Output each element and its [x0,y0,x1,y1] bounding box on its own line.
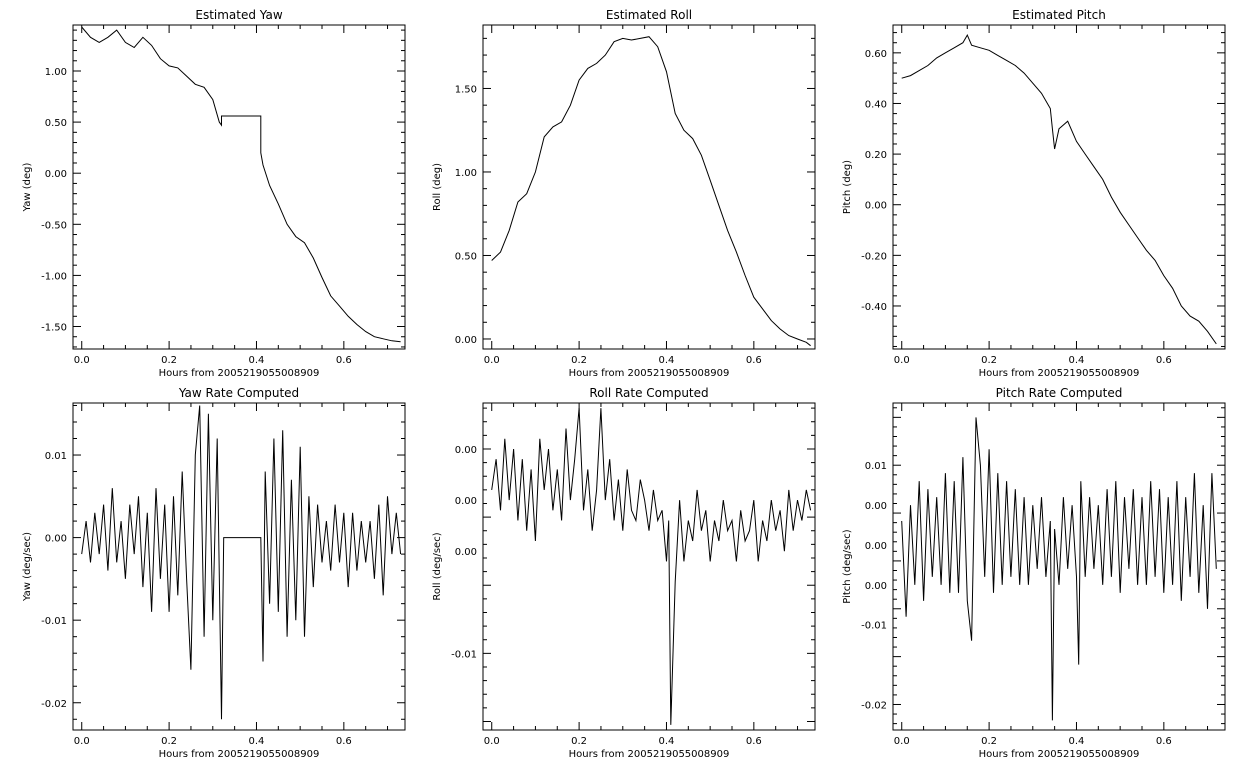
y-tick-label: 0.00 [865,201,887,212]
y-tick-label: 0.00 [455,445,477,456]
y-tick-label: 0.40 [865,99,887,110]
y-tick-label: 0.01 [45,451,67,462]
chart-pitch: Estimated Pitch 0.0 0.2 0.4 0.6 -0.40 -0.20 0.0… [842,8,1226,379]
y-tick-label: 0.60 [865,49,887,60]
y-tick-label: 1.00 [455,168,477,179]
plot-frame-roll-rate [482,402,816,731]
chart-yaw-rate: Yaw Rate Computed 0.0 0.2 0.4 0.6 -0.02 -0.01 0… [22,386,406,760]
y-tick-label: -0.20 [861,251,887,262]
x-tick-label: 0.6 [336,736,352,747]
y-tick-label: 0.00 [865,541,887,552]
x-tick-label: 0.4 [249,736,265,747]
y-tick-label: 0.50 [455,251,477,262]
y-tick-label: -0.02 [41,699,67,710]
x-tick-label: 0.2 [981,736,997,747]
x-tick-label: 0.0 [74,355,90,366]
x-tick-label: 0.0 [484,355,500,366]
x-tick-label: 0.6 [336,355,352,366]
y-tick-label: 0.00 [455,496,477,507]
x-tick-label: 0.4 [659,355,675,366]
y-axis-label-roll: Roll (deg) [432,163,443,211]
x-tick-label: 0.2 [571,736,587,747]
series-line-pitch [901,33,1217,345]
y-tick-label: 0.00 [865,581,887,592]
x-tick-label: 0.6 [746,355,762,366]
chart-roll-rate: Roll Rate Computed 0.0 0.2 0.4 0.6 -0.01 0.00 0… [432,386,816,760]
y-tick-label: -1.00 [41,271,67,282]
chart-title-yaw-rate: Yaw Rate Computed [178,386,299,400]
y-tick-label: 0.01 [865,461,887,472]
x-tick-label: 0.4 [249,355,265,366]
y-tick-label: 0.00 [45,534,67,545]
x-tick-label: 0.4 [1069,736,1085,747]
plot-frame-roll [482,24,816,350]
x-tick-label: 0.2 [981,355,997,366]
y-tick-label: -0.50 [41,220,67,231]
y-axis-label-roll-rate: Roll (deg/sec) [432,532,443,600]
x-axis-label-roll: Hours from 2005219055008909 [569,368,730,379]
y-tick-label: 0.20 [865,150,887,161]
chart-roll: Estimated Roll 0.0 0.2 0.4 0.6 0.00 0.50 1.00 1.… [432,8,816,379]
chart-title-yaw: Estimated Yaw [195,8,282,22]
x-axis-label-pitch: Hours from 2005219055008909 [979,368,1140,379]
y-tick-label: -1.50 [41,323,67,334]
series-line-yaw-rate [81,405,402,720]
x-tick-label: 0.2 [161,355,177,366]
y-axis-label-yaw: Yaw (deg) [22,162,33,212]
chart-title-pitch: Estimated Pitch [1012,8,1106,22]
x-tick-label: 0.6 [1156,355,1172,366]
y-tick-label: 1.50 [455,84,477,95]
y-tick-label: 0.00 [45,169,67,180]
x-tick-label: 0.2 [161,736,177,747]
x-tick-label: 0.4 [659,736,675,747]
y-axis-label-yaw-rate: Yaw (deg/sec) [22,532,33,602]
x-tick-label: 0.0 [894,355,910,366]
y-tick-label: 0.50 [45,118,67,129]
y-tick-label: -0.01 [861,621,887,632]
y-tick-label: -0.01 [451,649,477,660]
series-line-yaw [81,26,401,343]
y-tick-label: -0.02 [861,700,887,711]
y-axis-label-pitch: Pitch (deg) [842,160,853,214]
chart-title-pitch-rate: Pitch Rate Computed [996,386,1123,400]
y-tick-label: 0.00 [865,501,887,512]
x-axis-label-yaw: Hours from 2005219055008909 [159,368,320,379]
series-line-roll [491,36,811,347]
y-axis-label-pitch-rate: Pitch (deg/sec) [842,529,853,604]
x-tick-label: 0.0 [74,736,90,747]
chart-pitch-rate: Pitch Rate Computed 0.0 0.2 0.4 0.6 -0.02 -0.0… [842,386,1226,760]
x-axis-label-pitch-rate: Hours from 2005219055008909 [979,749,1140,760]
series-line-pitch-rate [901,417,1217,721]
x-axis-label-yaw-rate: Hours from 2005219055008909 [159,749,320,760]
y-tick-label: -0.01 [41,616,67,627]
x-tick-label: 0.6 [1156,736,1172,747]
chart-title-roll-rate: Roll Rate Computed [589,386,708,400]
series-line-roll-rate [491,408,812,725]
x-tick-label: 0.2 [571,355,587,366]
y-tick-label: 0.00 [455,335,477,346]
plot-frame-pitch [892,24,1226,350]
y-tick-label: 1.00 [45,67,67,78]
x-tick-label: 0.0 [894,736,910,747]
x-axis-label-roll-rate: Hours from 2005219055008909 [569,749,730,760]
chart-title-roll: Estimated Roll [606,8,692,22]
y-tick-label: 0.00 [455,547,477,558]
plot-frame-yaw [72,24,406,350]
chart-yaw: Estimated Yaw 0.0 0.2 0.4 0.6 -1.50 -1.00 -0.50… [22,8,406,379]
y-tick-label: -0.40 [861,302,887,313]
x-tick-label: 0.6 [746,736,762,747]
plot-frame-pitch-rate [892,402,1226,731]
x-tick-label: 0.4 [1069,355,1085,366]
x-tick-label: 0.0 [484,736,500,747]
plot-frame-yaw-rate [72,402,406,731]
